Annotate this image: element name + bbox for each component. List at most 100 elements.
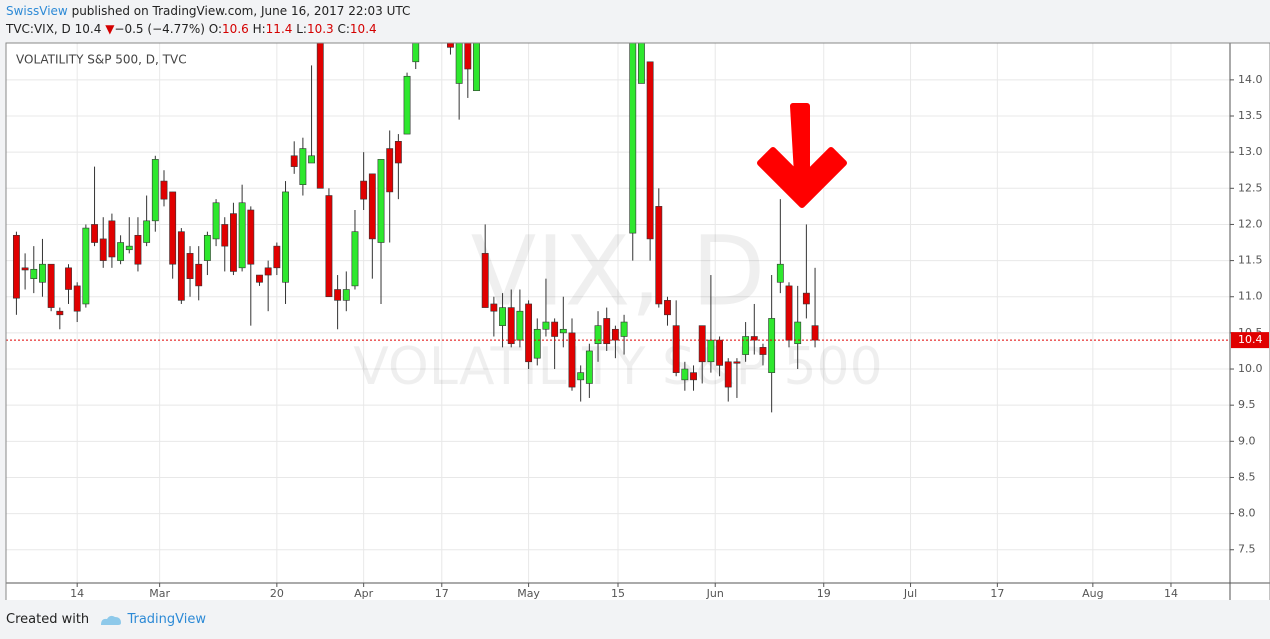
candle-body [342,289,350,301]
candle-body [464,43,472,70]
watermark: VOLATILITY S&P 500 [353,337,882,397]
x-tick-label: 14 [1164,587,1178,600]
candle-body [316,43,324,189]
last: 10.4 [74,22,102,36]
y-tick-label: 9.0 [1238,434,1256,447]
y-tick-label: 12.0 [1238,217,1263,230]
x-tick-label: Jun [706,587,724,600]
candle-body [264,267,272,276]
candle-body [394,141,402,164]
candle-body [65,267,72,290]
candle-body [186,253,194,279]
candle-body [238,202,246,269]
candle-body [91,224,98,243]
candle-body [499,307,506,326]
candle-body [230,213,237,272]
candle-body [776,263,784,283]
candle-body [759,347,767,355]
candle-body [177,231,185,301]
candle-body [559,328,567,334]
candle-body [802,292,810,305]
candle-body [325,195,333,298]
candle-body [12,234,20,299]
y-tick-label: 9.5 [1238,398,1256,411]
x-tick-label: Mar [149,587,170,600]
candle-body [125,245,133,251]
candle-body [733,361,741,364]
candle-body [439,0,445,8]
candle-body [299,148,307,185]
created-with: Created with [6,612,90,627]
candle-body [151,159,159,222]
candle-body [585,350,593,384]
candle-body [611,328,619,341]
chart: VIX, D VOLATILITY S&P 500 VOLATILITY S&P … [5,0,1270,600]
candle-body [99,238,107,261]
candle-body [638,43,645,84]
annotation-arrow [757,103,847,208]
change: −0.5 [114,22,144,36]
candle-body [290,155,298,167]
y-tick-label: 7.5 [1238,543,1256,556]
candle-body [108,220,116,258]
quote-line: TVC:VIX, D 10.4 ▼−0.5 (−4.77%) O:10.6 H:… [6,22,377,36]
candle-body [724,361,732,388]
x-tick-label: Apr [354,587,374,600]
low-label: L: [296,22,307,36]
watermark: VIX, D [471,215,766,327]
brand-logo [101,615,122,625]
candle-body [282,191,289,283]
candle-body [412,43,420,63]
candle-body [256,274,263,283]
candle-body [143,220,151,243]
candle-body [134,234,142,265]
published: published on TradingView.com, June 16, 2… [71,4,411,18]
down-arrow: ▼ [105,22,115,36]
candle-body [212,202,220,240]
candle-body [707,339,715,363]
y-tick-label: 8.0 [1238,507,1256,520]
candle-body [73,285,81,312]
candle-body [507,307,515,345]
x-tick-label: May [517,587,540,600]
candle-body [698,325,706,363]
candle-body [82,227,90,305]
candle-body [672,325,680,373]
y-tick-label: 10.0 [1238,362,1263,375]
candle-body [360,180,368,200]
chart-title: VOLATILITY S&P 500, D, TVC [16,53,187,67]
candle-body [646,61,654,240]
x-tick-label: Jul [903,587,917,600]
candle-body [473,43,480,92]
candle-body [203,234,211,261]
x-tick-label: 19 [817,587,831,600]
candle-body [169,191,177,265]
brand[interactable]: TradingView [127,612,206,627]
candle-body [768,318,776,373]
candle-body [117,242,125,261]
y-tick-label: 12.5 [1238,181,1263,194]
low: 10.3 [306,22,334,36]
candle-body [655,206,663,305]
candle-body [533,328,541,359]
symbol: TVC:VIX, D [6,22,71,36]
candle-body [603,318,611,345]
candle-body [39,263,46,283]
x-tick-label: Aug [1082,587,1103,600]
author[interactable]: SwissView [6,4,68,18]
last-price-label: 10.4 [1238,333,1263,346]
high: 11.4 [265,22,293,36]
candle-body [620,321,628,337]
candle-body [551,321,559,337]
close-label: C: [337,22,350,36]
candle-body [30,268,38,279]
x-tick-label: 14 [70,587,84,600]
candle-body [447,43,454,48]
candle-body [403,75,411,135]
y-tick-label: 11.5 [1238,254,1263,267]
candle-body [368,173,376,240]
candle-body [308,155,315,164]
candle-body [542,321,550,330]
x-tick-label: 15 [611,587,625,600]
